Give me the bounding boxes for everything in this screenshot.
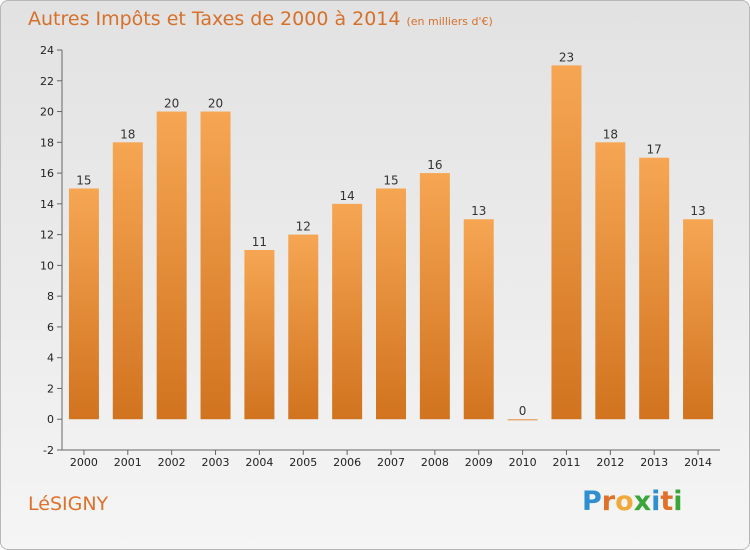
bar [376,188,406,420]
bar [68,188,99,420]
y-tick-label: 22 [40,75,54,88]
logo-letter: i [651,486,661,517]
y-tick-label: 6 [47,321,54,334]
title-text: Autres Impôts et Taxes de 2000 à 2014 [28,8,401,30]
x-tick-label: 2011 [552,456,580,469]
y-tick-label: 24 [40,44,54,57]
value-labels: 15 18 20 20 11 12 14 15 16 13 0 23 18 17 13 [76,50,705,418]
data-label: 11 [252,235,267,249]
x-tick-label: 2008 [421,456,449,469]
y-tick-label: 20 [40,106,54,119]
y-tick-label: -2 [43,444,54,457]
data-label: 23 [559,50,574,64]
proxiti-logo[interactable]: Proxiti [582,486,683,517]
bar [288,234,319,420]
x-tick-label: 2013 [640,456,668,469]
logo-letter: P [582,486,602,517]
x-tick-label: 2007 [377,456,405,469]
x-tick-label: 2009 [465,456,493,469]
data-label: 14 [339,189,354,203]
unit-label: (en milliers d'€) [406,15,493,28]
data-label: 15 [76,173,91,187]
data-label: 12 [296,220,311,234]
x-tick-label: 2010 [509,456,537,469]
y-tick-label: 8 [47,290,54,303]
bar [156,111,187,420]
y-tick-label: 16 [40,167,54,180]
y-tick-label: 18 [40,136,54,149]
bar [463,219,494,420]
x-tick-label: 2012 [596,456,624,469]
bar [244,250,275,420]
x-tick-label: 2005 [289,456,317,469]
bar [595,142,626,420]
data-label: 20 [164,97,179,111]
bar [112,142,143,420]
town-name: LéSIGNY [28,493,109,515]
data-label: 13 [471,204,486,218]
data-label: 18 [120,127,135,141]
bar [507,419,538,421]
data-label: 18 [603,127,618,141]
y-tick-label: 12 [40,229,54,242]
x-tick-label: 2002 [158,456,186,469]
data-label: 15 [383,173,398,187]
x-tick-label: 2001 [114,456,142,469]
x-tick-label: 2003 [202,456,230,469]
logo-letter: r [601,486,616,517]
y-tick-label: 10 [40,259,54,272]
y-tick-label: 0 [47,413,54,426]
logo-letter: i [673,486,683,517]
data-label: 17 [647,143,662,157]
bar [551,65,582,420]
y-tick-label: 2 [47,382,54,395]
data-label: 16 [427,158,442,172]
chart-title: Autres Impôts et Taxes de 2000 à 2014 (en… [28,8,493,30]
bar [639,157,670,420]
x-tick-label: 2000 [70,456,98,469]
data-label: 13 [690,204,705,218]
bar [332,203,363,420]
bar [683,219,714,420]
logo-letter: o [615,486,634,517]
logo-letter: x [633,486,652,517]
bars [68,65,714,421]
x-tick-label: 2006 [333,456,361,469]
bar [200,111,231,420]
bar [419,173,450,420]
data-label: 0 [519,404,527,418]
x-tick-label: 2004 [245,456,273,469]
y-tick-label: 14 [40,198,54,211]
logo-letter: t [660,486,674,517]
y-tick-label: 4 [47,352,54,365]
x-tick-label: 2014 [684,456,712,469]
data-label: 20 [208,97,223,111]
